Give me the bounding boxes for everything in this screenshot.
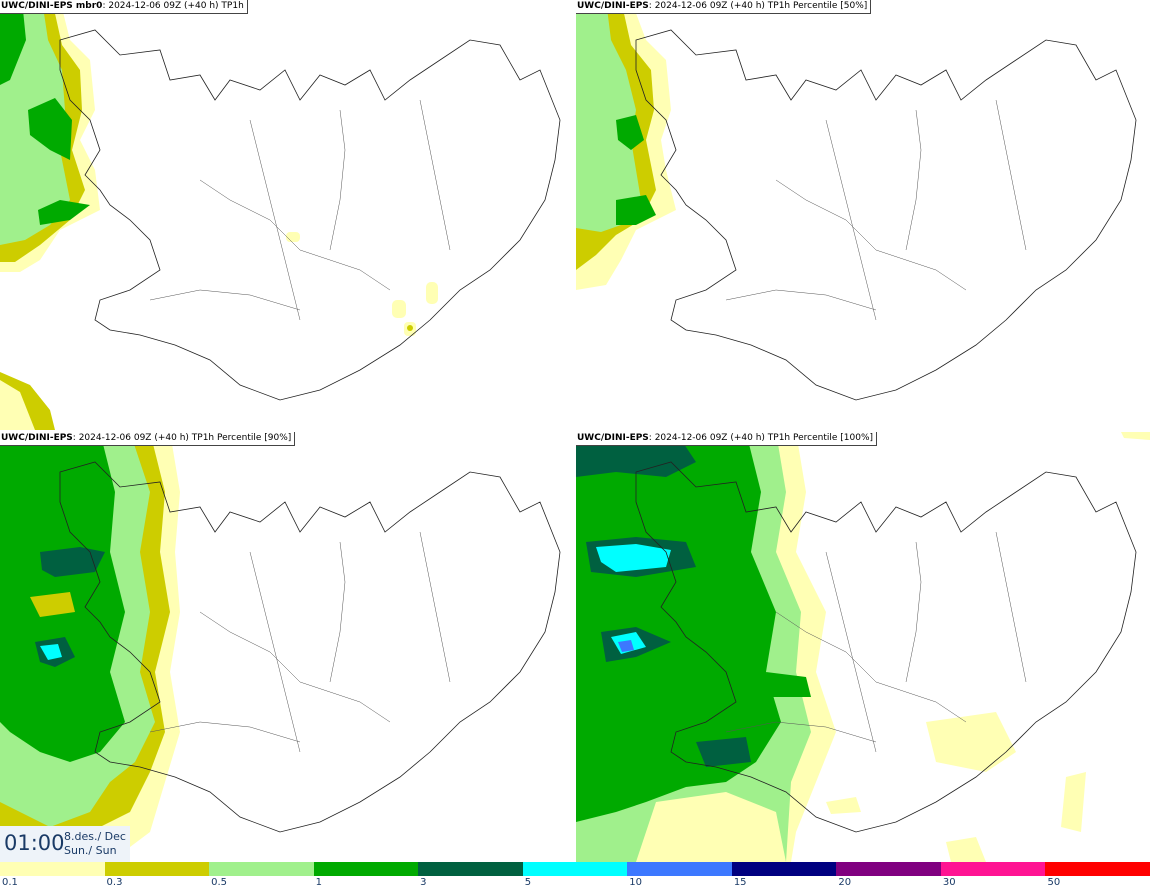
colorbar-segment xyxy=(627,862,732,876)
panel-title-p100: UWC/DINI-EPS: 2024-12-06 09Z (+40 h) TP1… xyxy=(576,432,878,446)
map-panel-p50: UWC/DINI-EPS: 2024-12-06 09Z (+40 h) TP1… xyxy=(576,0,1150,430)
colorbar-segment xyxy=(940,862,1046,876)
valid-date: 8.des./ Dec Sun./ Sun xyxy=(64,830,126,858)
panel-title-p90: UWC/DINI-EPS: 2024-12-06 09Z (+40 h) TP1… xyxy=(0,432,296,446)
panel-params-label: : 2024-12-06 09Z (+40 h) TP1h Percentile… xyxy=(648,1,868,11)
colorbar-label: 0.5 xyxy=(211,877,227,888)
colorbar-segment xyxy=(313,862,419,876)
precip-colorbar xyxy=(0,862,1150,876)
panel-params-label: : 2024-12-06 09Z (+40 h) TP1h Percentile… xyxy=(648,433,874,443)
colorbar-label: 15 xyxy=(733,877,747,888)
map-panel-p100: UWC/DINI-EPS: 2024-12-06 09Z (+40 h) TP1… xyxy=(576,432,1150,862)
colorbar-label: 0.3 xyxy=(106,877,123,888)
map-panel-p90: UWC/DINI-EPS: 2024-12-06 09Z (+40 h) TP1… xyxy=(0,432,574,862)
colorbar-labels: 0.1 0.3 0.5 1 3 5 10 15 20 30 50 xyxy=(0,877,1150,891)
colorbar-label: 50 xyxy=(1047,877,1061,888)
colorbar-label: 3 xyxy=(420,877,427,888)
precip-map-p50 xyxy=(576,0,1137,401)
colorbar-segment xyxy=(836,862,941,876)
map-panel-mbr0: UWC/DINI-EPS mbr0: 2024-12-06 09Z (+40 h… xyxy=(0,0,574,430)
panel-title-mbr0: UWC/DINI-EPS mbr0: 2024-12-06 09Z (+40 h… xyxy=(0,0,248,14)
precip-map-p90 xyxy=(0,432,561,862)
colorbar-segment xyxy=(731,862,837,876)
colorbar-segment xyxy=(1045,862,1150,876)
panel-model-label: UWC/DINI-EPS xyxy=(577,1,649,11)
valid-time-box: 01:00 8.des./ Dec Sun./ Sun xyxy=(0,826,130,862)
colorbar-segment xyxy=(104,862,210,876)
colorbar-label: 10 xyxy=(629,877,642,888)
panel-title-p50: UWC/DINI-EPS: 2024-12-06 09Z (+40 h) TP1… xyxy=(576,0,872,14)
colorbar-segment xyxy=(0,862,105,876)
colorbar-label: 0.1 xyxy=(2,877,18,888)
valid-date-line2: Sun./ Sun xyxy=(64,844,117,857)
colorbar-label: 30 xyxy=(942,877,956,888)
panel-model-label: UWC/DINI-EPS xyxy=(1,433,73,443)
precip-map-mbr0 xyxy=(0,0,561,430)
colorbar-segment xyxy=(522,862,628,876)
panel-params-label: : 2024-12-06 09Z (+40 h) TP1h Percentile… xyxy=(72,433,292,443)
panel-params-label: : 2024-12-06 09Z (+40 h) TP1h xyxy=(102,1,244,11)
valid-hour: 01:00 xyxy=(4,831,65,855)
colorbar-label: 1 xyxy=(315,877,322,888)
colorbar-segment xyxy=(209,862,314,876)
colorbar-label: 20 xyxy=(838,877,852,888)
panel-model-label: UWC/DINI-EPS mbr0 xyxy=(1,1,103,11)
colorbar-segment xyxy=(418,862,523,876)
colorbar-label: 5 xyxy=(524,877,532,888)
panel-model-label: UWC/DINI-EPS xyxy=(577,433,649,443)
valid-date-line1: 8.des./ Dec xyxy=(64,830,126,843)
precip-map-p100 xyxy=(576,432,1150,862)
